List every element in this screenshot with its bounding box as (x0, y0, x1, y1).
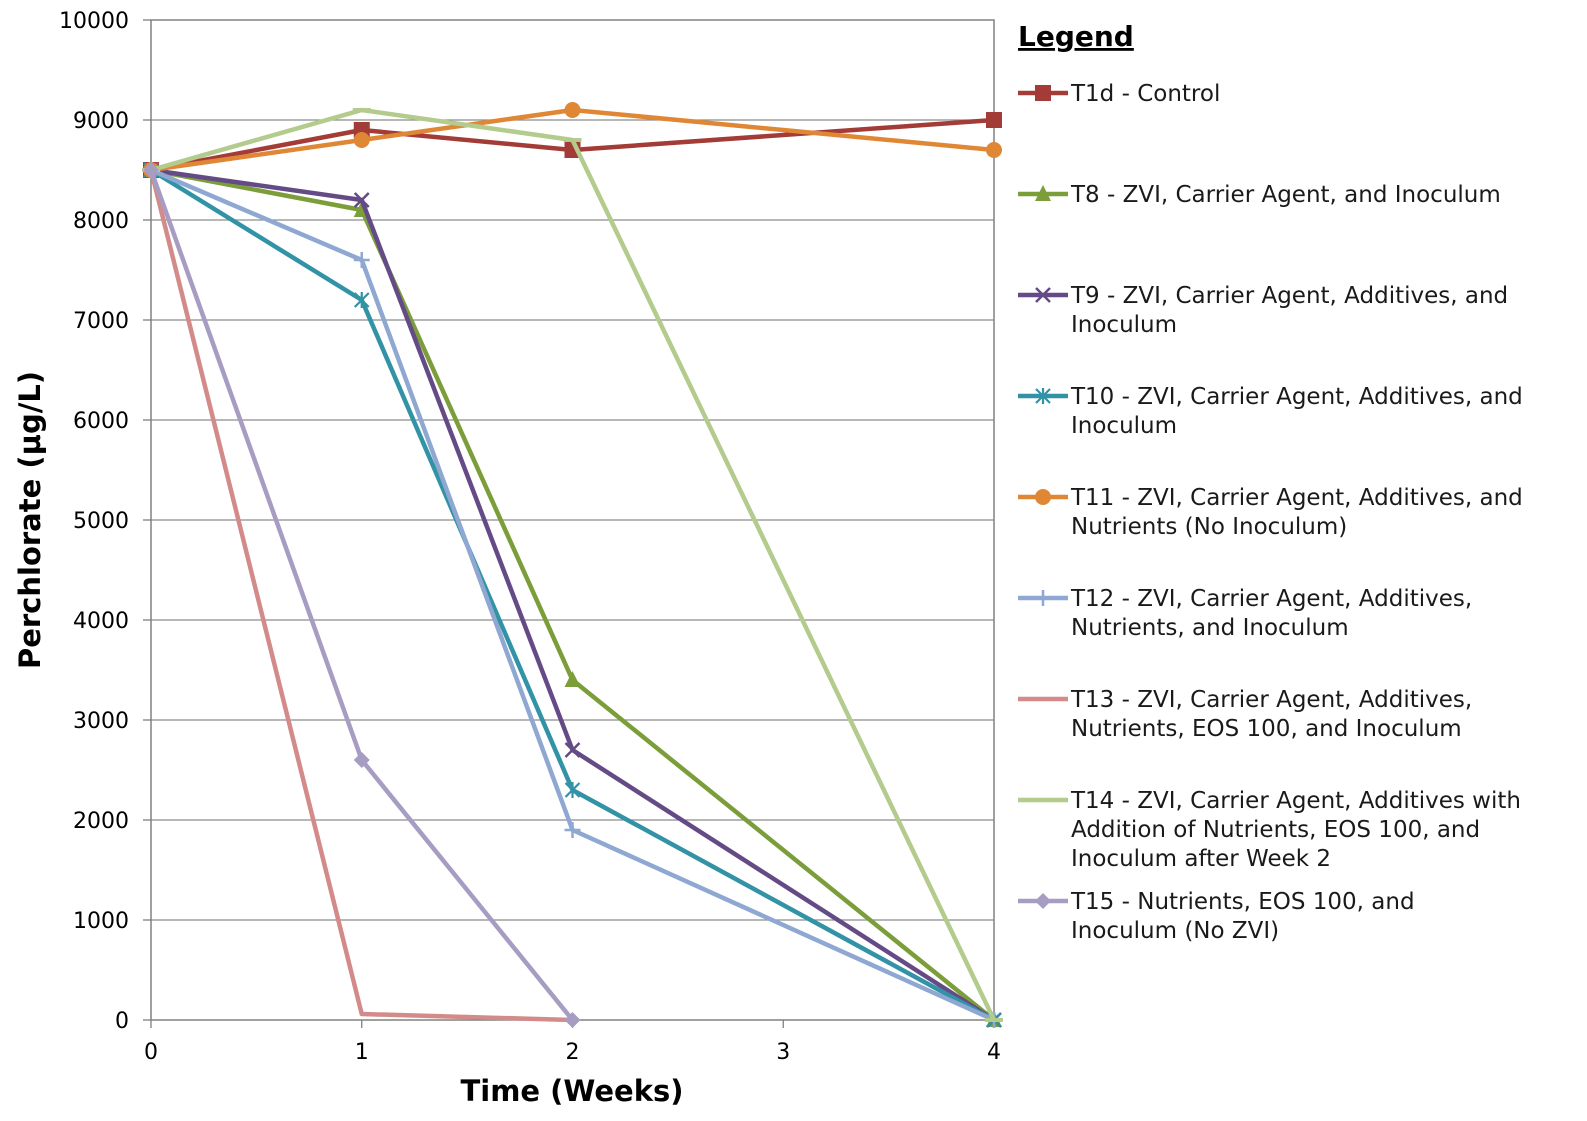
series-1 (143, 161, 1002, 1027)
legend-label: Nutrients, and Inoculum (1071, 615, 1349, 641)
legend-title: Legend (1018, 20, 1134, 53)
series-2 (143, 162, 1002, 1028)
series-line (148, 167, 575, 1023)
legend-item-4: T11 - ZVI, Carrier Agent, Additives, and… (1018, 485, 1523, 540)
legend-label: T8 - ZVI, Carrier Agent, and Inoculum (1070, 182, 1501, 208)
x-tick-label: 0 (144, 1040, 158, 1065)
y-tick-label: 3000 (73, 709, 129, 734)
series-line (148, 167, 997, 1023)
legend-marker (1035, 489, 1051, 505)
legend-label: T15 - Nutrients, EOS 100, and (1070, 889, 1415, 915)
legend-item-2: T9 - ZVI, Carrier Agent, Additives, and I… (1018, 283, 1508, 338)
legend-label: T12 - ZVI, Carrier Agent, Additives, (1070, 586, 1472, 612)
data-point (986, 142, 1002, 158)
series-line (148, 117, 997, 173)
series-line (148, 107, 997, 1023)
y-tick-label: 6000 (73, 409, 129, 434)
data-point (353, 132, 370, 148)
y-tick-label: 5000 (73, 509, 129, 534)
x-tick-label: 3 (776, 1040, 790, 1065)
series-3 (143, 162, 1002, 1028)
x-tick-label: 2 (566, 1040, 580, 1065)
legend-marker (1035, 388, 1051, 404)
x-axis-ticks: 0 1 2 3 4 (144, 1020, 1001, 1065)
series-8 (143, 162, 581, 1028)
series-5 (143, 162, 1002, 1028)
legend-marker (1035, 185, 1051, 201)
data-point (353, 192, 370, 208)
legend-marker (1035, 893, 1051, 909)
data-point (353, 752, 370, 768)
legend-label: Inoculum (1071, 312, 1177, 338)
series-6 (148, 167, 575, 1023)
series-line (148, 167, 997, 1023)
y-tick-label: 9000 (73, 109, 129, 134)
legend-item-3: T10 - ZVI, Carrier Agent, Additives, and… (1018, 384, 1523, 439)
data-point (564, 1012, 581, 1028)
data-point (564, 742, 581, 758)
legend-marker (1035, 590, 1051, 606)
series-lines (142, 102, 1003, 1028)
y-tick-label: 7000 (73, 309, 129, 334)
legend-label: T1d - Control (1070, 81, 1220, 107)
y-axis-title: Perchlorate (µg/L) (13, 371, 47, 669)
x-tick-label: 4 (987, 1040, 1001, 1065)
grid-lines (151, 119, 994, 921)
y-tick-label: 10000 (59, 9, 129, 34)
legend-label: T11 - ZVI, Carrier Agent, Additives, and (1070, 485, 1523, 511)
legend: Legend T1d - Control T8 - ZVI, Carrier Ag… (1018, 20, 1523, 944)
legend-item-7: T14 - ZVI, Carrier Agent, Additives with… (1018, 788, 1521, 872)
y-tick-label: 4000 (73, 609, 129, 634)
data-point (564, 822, 581, 838)
legend-label: Nutrients, EOS 100, and Inoculum (1071, 716, 1462, 742)
y-axis-ticks: 0 1000 2000 3000 4000 5000 6000 7000 8000 9000 100… (59, 9, 151, 1034)
series-line (148, 167, 997, 1023)
y-tick-label: 2000 (73, 809, 129, 834)
legend-marker (1035, 287, 1051, 303)
x-tick-label: 1 (355, 1040, 369, 1065)
legend-item-0: T1d - Control (1018, 81, 1220, 107)
legend-item-5: T12 - ZVI, Carrier Agent, Additives, Nutr… (1018, 586, 1472, 641)
y-tick-label: 1000 (73, 909, 129, 934)
data-point (564, 782, 581, 798)
legend-item-1: T8 - ZVI, Carrier Agent, and Inoculum (1018, 182, 1501, 208)
data-point (564, 671, 581, 687)
series-line (148, 167, 997, 1023)
legend-label: Inoculum (1071, 413, 1177, 439)
legend-label: Inoculum after Week 2 (1071, 846, 1331, 872)
legend-label: T10 - ZVI, Carrier Agent, Additives, and (1070, 384, 1523, 410)
legend-label: Nutrients (No Inoculum) (1071, 514, 1347, 540)
legend-label: T14 - ZVI, Carrier Agent, Additives with (1070, 788, 1521, 814)
x-axis-title: Time (Weeks) (460, 1074, 683, 1108)
data-point (353, 252, 370, 268)
data-point (143, 162, 159, 178)
y-tick-label: 0 (115, 1009, 129, 1034)
legend-item-8: T15 - Nutrients, EOS 100, and Inoculum (N… (1018, 889, 1415, 944)
data-point (564, 102, 581, 118)
legend-marker (1035, 85, 1051, 101)
legend-label: T9 - ZVI, Carrier Agent, Additives, and (1070, 283, 1508, 309)
y-tick-label: 8000 (73, 209, 129, 234)
legend-item-6: T13 - ZVI, Carrier Agent, Additives, Nutr… (1018, 687, 1472, 742)
data-point (353, 292, 370, 308)
legend-label: Inoculum (No ZVI) (1071, 918, 1279, 944)
legend-label: T13 - ZVI, Carrier Agent, Additives, (1070, 687, 1472, 713)
data-point (986, 112, 1002, 128)
legend-label: Addition of Nutrients, EOS 100, and (1071, 817, 1480, 843)
